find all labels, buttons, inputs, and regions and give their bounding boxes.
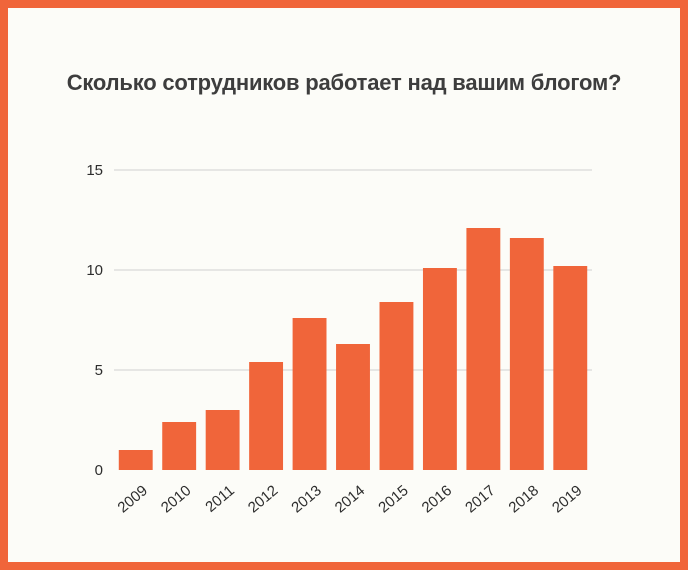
x-tick-label: 2012 <box>245 482 281 516</box>
bar-2012 <box>249 362 284 470</box>
x-axis-ticks: 2009 2010 2011 2012 2013 2014 2015 2016 2017 2018… <box>114 482 585 516</box>
x-tick-label: 2019 <box>549 482 585 516</box>
x-tick-label: 2014 <box>332 482 368 516</box>
bar-2018 <box>509 238 544 470</box>
x-tick-label: 2016 <box>419 482 455 516</box>
bar-2014 <box>336 344 370 470</box>
bar-2013 <box>292 318 327 470</box>
chart-title: Сколько сотрудников работает над вашим б… <box>66 70 622 95</box>
bar-2015 <box>379 302 414 470</box>
bar-2010 <box>162 422 197 470</box>
y-tick-label: 0 <box>95 462 103 479</box>
bar-2009 <box>118 450 153 470</box>
bar-2019 <box>553 266 588 470</box>
x-tick-label: 2009 <box>114 482 150 516</box>
y-tick-label: 5 <box>95 362 103 379</box>
bar-2016 <box>422 268 457 470</box>
y-axis-ticks: 0 5 10 15 <box>86 162 103 479</box>
x-tick-label: 2010 <box>158 482 194 516</box>
bars <box>118 228 588 470</box>
y-tick-label: 10 <box>86 262 103 279</box>
bar-2011 <box>205 410 240 470</box>
x-tick-label: 2011 <box>202 482 238 516</box>
bar-2017 <box>466 228 501 470</box>
x-tick-label: 2015 <box>375 482 411 516</box>
y-tick-label: 15 <box>86 162 103 179</box>
x-tick-label: 2013 <box>288 482 324 516</box>
x-tick-label: 2017 <box>462 482 498 516</box>
x-tick-label: 2018 <box>506 482 542 516</box>
